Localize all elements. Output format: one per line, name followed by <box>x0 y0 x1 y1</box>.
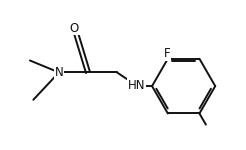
Text: N: N <box>55 66 63 79</box>
Text: F: F <box>164 47 170 60</box>
Text: O: O <box>70 22 79 34</box>
Text: HN: HN <box>128 79 145 92</box>
